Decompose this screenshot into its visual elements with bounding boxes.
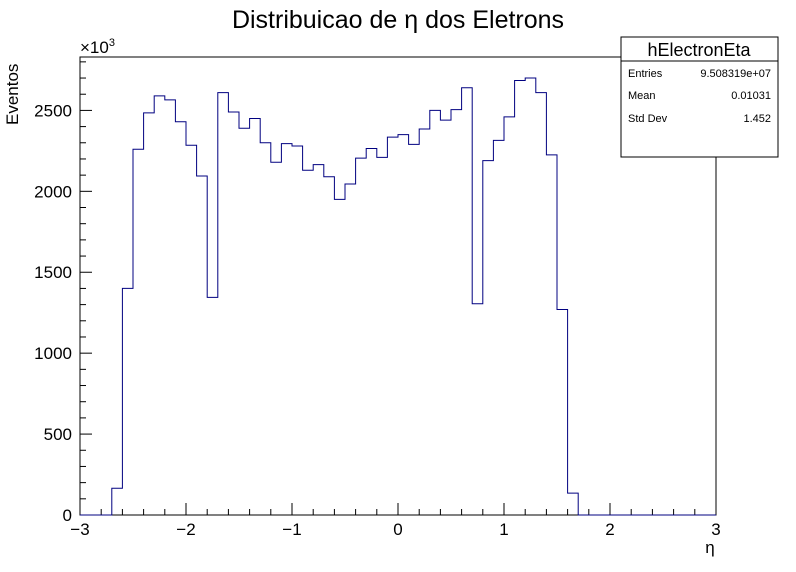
y-multiplier-exponent: 3 [109, 37, 115, 49]
y-multiplier-base: ×10 [80, 38, 109, 57]
x-axis-ticks: −3 −2 −1 0 1 2 3 [70, 503, 721, 539]
stats-box: hElectronEta Entries 9.508319e+07 Mean 0… [620, 36, 779, 158]
x-tick-label: −3 [70, 520, 89, 539]
stats-box-frame [620, 36, 779, 158]
x-tick-label: 0 [393, 520, 402, 539]
x-tick-label: −2 [176, 520, 195, 539]
y-tick-label: 2500 [34, 101, 72, 120]
stats-entries-label: Entries [628, 68, 663, 80]
x-tick-label: −1 [282, 520, 301, 539]
x-tick-label: 2 [605, 520, 614, 539]
x-tick-label: 3 [711, 520, 720, 539]
stats-mean-value: 0.01031 [731, 90, 771, 102]
histogram-line [80, 77, 716, 516]
x-axis-label: η [705, 538, 714, 557]
y-tick-label: 0 [63, 506, 72, 525]
y-axis-ticks: 0 500 1000 1500 2000 2500 [34, 61, 92, 525]
stats-stddev-label: Std Dev [628, 113, 668, 125]
y-multiplier: ×103 [80, 37, 115, 57]
y-tick-label: 2000 [34, 182, 72, 201]
stats-entries-value: 9.508319e+07 [700, 68, 771, 80]
y-tick-label: 1000 [34, 344, 72, 363]
x-tick-label: 1 [499, 520, 508, 539]
chart-title: Distribuicao de η dos Eletrons [232, 6, 564, 34]
stats-box-title: hElectronEta [647, 40, 751, 60]
stats-stddev-value: 1.452 [743, 113, 771, 125]
stats-mean-label: Mean [628, 90, 656, 102]
y-axis-label: Eventos [3, 64, 22, 125]
y-tick-label: 1500 [34, 263, 72, 282]
y-tick-label: 500 [44, 425, 72, 444]
